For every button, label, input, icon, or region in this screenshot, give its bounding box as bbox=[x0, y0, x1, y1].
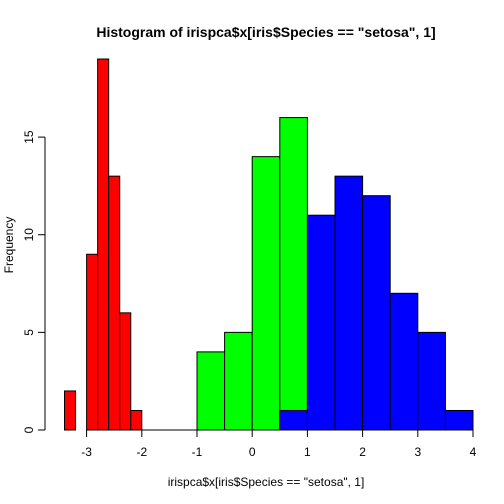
x-tick-label: -3 bbox=[81, 445, 92, 459]
histogram-bar bbox=[307, 215, 335, 430]
x-tick-label: 2 bbox=[359, 445, 366, 459]
x-axis-label: irispca$x[iris$Species == "setosa", 1] bbox=[168, 475, 365, 489]
histogram-bar bbox=[109, 176, 120, 430]
histogram-bar bbox=[418, 332, 446, 430]
histogram-bar bbox=[335, 176, 363, 430]
histogram-bar bbox=[280, 118, 308, 430]
histogram-bar bbox=[197, 352, 225, 430]
histogram-bar bbox=[98, 59, 109, 430]
y-axis-label: Frequency bbox=[2, 217, 16, 274]
x-tick-label: 3 bbox=[414, 445, 421, 459]
histogram-bar bbox=[87, 254, 98, 430]
histogram-bar bbox=[445, 410, 473, 430]
bars-layer bbox=[65, 59, 473, 430]
x-tick-label: -2 bbox=[136, 445, 147, 459]
y-axis: 0 5 10 15 bbox=[22, 130, 45, 433]
x-tick-label: 1 bbox=[304, 445, 311, 459]
histogram-bar bbox=[363, 196, 391, 430]
y-tick-label: 15 bbox=[22, 130, 36, 144]
histogram-bar bbox=[252, 157, 280, 430]
histogram-bar bbox=[120, 313, 131, 430]
x-tick-label: 0 bbox=[249, 445, 256, 459]
histogram-bar bbox=[131, 410, 142, 430]
histogram-bar bbox=[390, 293, 418, 430]
histogram-bar bbox=[65, 391, 76, 430]
histogram-bar bbox=[225, 332, 253, 430]
y-tick-label: 0 bbox=[22, 426, 36, 433]
histogram-bar bbox=[280, 410, 308, 430]
x-tick-label: -1 bbox=[192, 445, 203, 459]
y-tick-label: 5 bbox=[22, 329, 36, 336]
y-tick-label: 10 bbox=[22, 228, 36, 242]
x-tick-label: 4 bbox=[470, 445, 477, 459]
chart-title: Histogram of irispca$x[iris$Species == "… bbox=[96, 24, 435, 40]
x-axis: -3 -2 -1 0 1 2 3 4 bbox=[81, 430, 476, 459]
